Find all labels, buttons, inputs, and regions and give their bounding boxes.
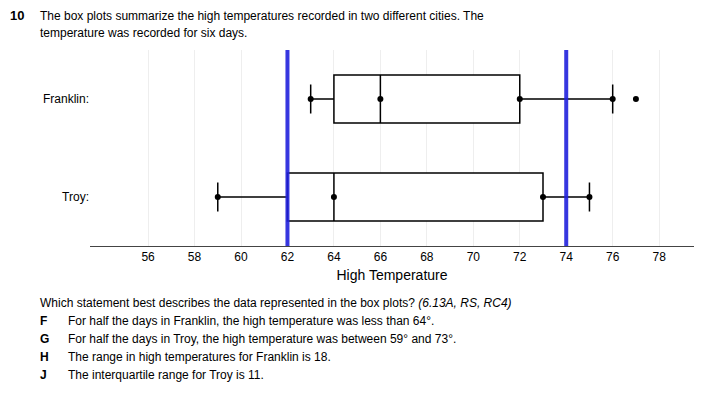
svg-text:For half the days in Franklin,: For half the days in Franklin, the high … — [68, 314, 434, 328]
svg-text:J: J — [40, 368, 47, 382]
svg-text:78: 78 — [652, 250, 666, 264]
svg-text:66: 66 — [374, 250, 388, 264]
svg-text:58: 58 — [188, 250, 202, 264]
svg-text:The box plots summarize the hi: The box plots summarize the high tempera… — [40, 9, 484, 23]
svg-text:72: 72 — [513, 250, 527, 264]
svg-text:H: H — [40, 350, 49, 364]
svg-text:F: F — [40, 314, 47, 328]
svg-text:Troy:: Troy: — [62, 190, 89, 204]
svg-text:temperature was recorded for s: temperature was recorded for six days. — [40, 26, 247, 40]
svg-text:Franklin:: Franklin: — [43, 92, 89, 106]
svg-text:60: 60 — [234, 250, 248, 264]
svg-text:64: 64 — [327, 250, 341, 264]
svg-text:56: 56 — [141, 250, 155, 264]
svg-text:70: 70 — [467, 250, 481, 264]
svg-text:10: 10 — [10, 8, 24, 23]
svg-text:G: G — [40, 332, 49, 346]
svg-text:The range in high temperatures: The range in high temperatures for Frank… — [68, 350, 331, 364]
svg-text:62: 62 — [281, 250, 295, 264]
svg-text:For half the days in Troy, the: For half the days in Troy, the high temp… — [68, 332, 456, 346]
svg-text:High Temperature: High Temperature — [336, 267, 447, 283]
svg-text:The interquartile range for Tr: The interquartile range for Troy is 11. — [68, 368, 264, 382]
svg-text:68: 68 — [420, 250, 434, 264]
svg-text:76: 76 — [606, 250, 620, 264]
svg-text:74: 74 — [560, 250, 574, 264]
svg-text:Which statement best describes: Which statement best describes the data … — [40, 296, 512, 310]
